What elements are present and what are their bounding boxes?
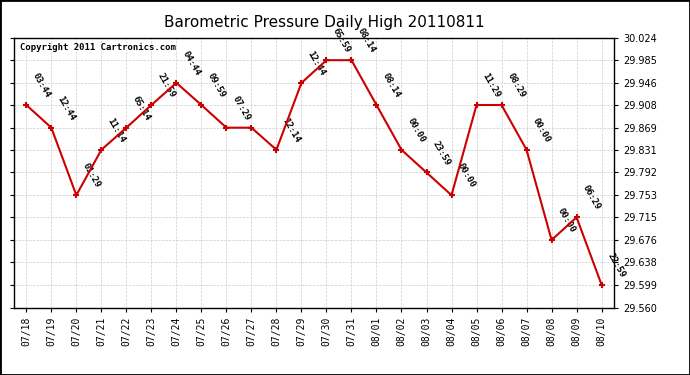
Text: 00:00: 00:00 [555, 207, 577, 234]
Text: 23:59: 23:59 [431, 139, 452, 167]
Text: 01:29: 01:29 [81, 162, 101, 190]
Text: 00:00: 00:00 [531, 117, 552, 144]
Text: 06:29: 06:29 [581, 184, 602, 212]
Text: 08:14: 08:14 [381, 72, 402, 99]
Text: 11:29: 11:29 [481, 72, 502, 99]
Text: 08:29: 08:29 [506, 72, 527, 99]
Text: 00:00: 00:00 [406, 117, 427, 144]
Text: 12:14: 12:14 [281, 117, 302, 144]
Text: 65:59: 65:59 [331, 27, 352, 55]
Text: 21:59: 21:59 [155, 72, 177, 99]
Text: 65:14: 65:14 [130, 94, 152, 122]
Text: 12:44: 12:44 [55, 94, 77, 122]
Text: 11:14: 11:14 [106, 117, 127, 144]
Text: 03:44: 03:44 [30, 72, 52, 99]
Text: Copyright 2011 Cartronics.com: Copyright 2011 Cartronics.com [20, 43, 176, 52]
Text: 07:29: 07:29 [230, 94, 252, 122]
Text: 22:59: 22:59 [606, 252, 627, 279]
Text: 12:44: 12:44 [306, 50, 327, 77]
Text: Barometric Pressure Daily High 20110811: Barometric Pressure Daily High 20110811 [164, 15, 484, 30]
Text: 08:14: 08:14 [355, 27, 377, 55]
Text: 00:00: 00:00 [455, 162, 477, 190]
Text: 09:59: 09:59 [206, 72, 227, 99]
Text: 04:44: 04:44 [181, 50, 201, 77]
